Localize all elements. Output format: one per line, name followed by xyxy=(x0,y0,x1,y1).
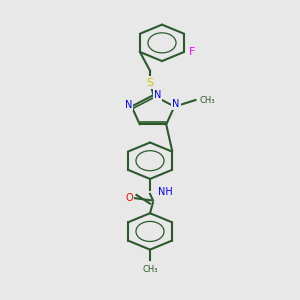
Text: N: N xyxy=(154,90,161,100)
Text: N: N xyxy=(172,99,180,109)
Text: S: S xyxy=(146,77,154,88)
Text: F: F xyxy=(188,47,195,57)
Text: NH: NH xyxy=(158,187,172,197)
Text: CH₃: CH₃ xyxy=(142,265,158,274)
Text: O: O xyxy=(125,193,133,203)
Text: N: N xyxy=(125,100,132,110)
Text: CH₃: CH₃ xyxy=(200,95,215,104)
